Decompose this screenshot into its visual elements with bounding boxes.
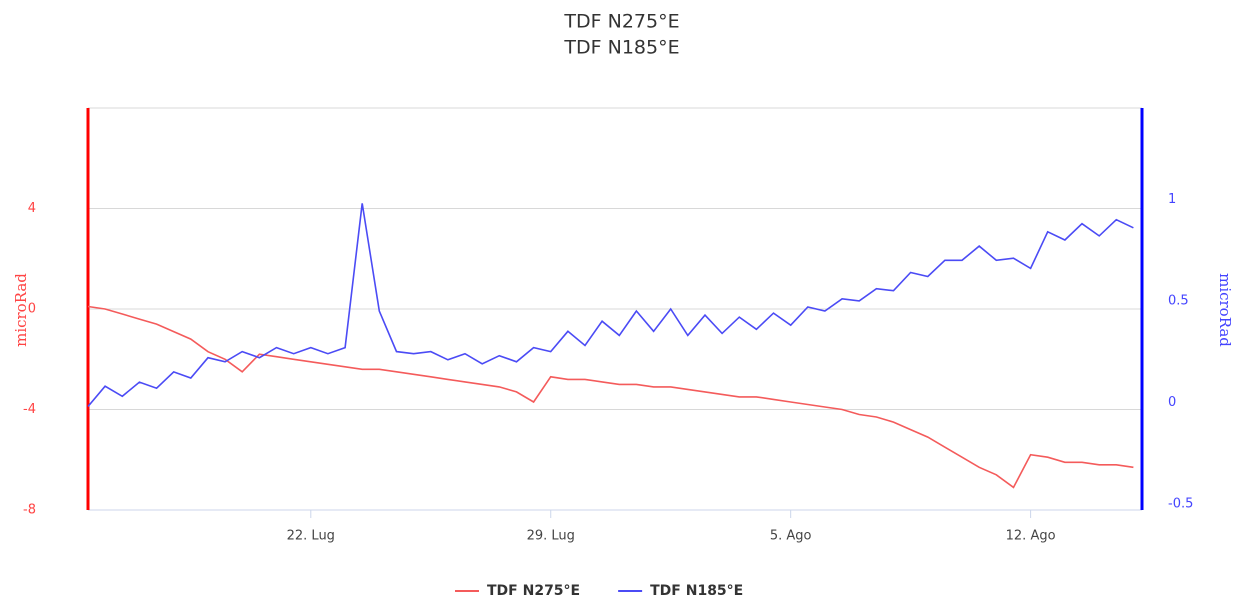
y-tick-label: 4	[28, 201, 36, 216]
legend-label: TDF N275°E	[487, 583, 580, 599]
chart-subtitle: TDF N185°E	[563, 37, 679, 59]
series-line	[87, 305, 1134, 489]
y-axis-label: microRad	[12, 273, 30, 347]
y2-tick-label: 0	[1168, 395, 1176, 410]
y2-tick-label: 0.5	[1168, 293, 1189, 308]
y-tick-label: 0	[28, 302, 36, 317]
x-tick-label: 12. Ago	[1006, 529, 1056, 544]
x-tick-label: 5. Ago	[770, 529, 812, 544]
y2-tick-label: 1	[1168, 192, 1176, 207]
y-tick-label: -4	[23, 402, 36, 417]
x-tick-label: 29. Lug	[527, 529, 575, 544]
legend-label: TDF N185°E	[650, 583, 743, 599]
x-tick-label: 22. Lug	[287, 529, 335, 544]
y2-axis-label: microRad	[1216, 273, 1234, 347]
y2-tick-label: -0.5	[1168, 496, 1193, 511]
y-tick-label: -8	[23, 503, 36, 518]
chart-title: TDF N275°E	[563, 11, 679, 33]
series-line	[87, 203, 1134, 408]
